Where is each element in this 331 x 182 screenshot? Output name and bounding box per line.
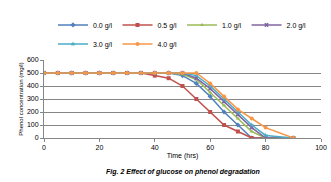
svg-text:Fig. 2 Effect of glucose on ph: Fig. 2 Effect of glucose on phenol degra… — [106, 168, 260, 176]
svg-text:4.0 g/l: 4.0 g/l — [158, 41, 178, 49]
svg-text:300: 300 — [27, 95, 39, 102]
svg-text:0: 0 — [42, 144, 46, 151]
svg-text:80: 80 — [262, 144, 270, 151]
svg-text:Time (hrs): Time (hrs) — [167, 152, 199, 160]
svg-text:200: 200 — [27, 108, 39, 115]
svg-text:1.0 g/l: 1.0 g/l — [222, 22, 242, 30]
svg-text:100: 100 — [315, 144, 327, 151]
svg-text:0.5 g/l: 0.5 g/l — [158, 22, 178, 30]
svg-text:100: 100 — [27, 121, 39, 128]
svg-text:2.0 g/l: 2.0 g/l — [287, 22, 307, 30]
svg-text:600: 600 — [27, 56, 39, 63]
svg-text:0: 0 — [35, 134, 39, 141]
svg-text:Phenol concentration (mg/l): Phenol concentration (mg/l) — [18, 62, 24, 135]
svg-text:60: 60 — [206, 144, 214, 151]
svg-text:40: 40 — [151, 144, 159, 151]
svg-text:0.0 g/l: 0.0 g/l — [93, 22, 113, 30]
svg-text:400: 400 — [27, 82, 39, 89]
svg-text:500: 500 — [27, 69, 39, 76]
svg-text:20: 20 — [96, 144, 104, 151]
svg-text:3.0 g/l: 3.0 g/l — [93, 41, 113, 49]
